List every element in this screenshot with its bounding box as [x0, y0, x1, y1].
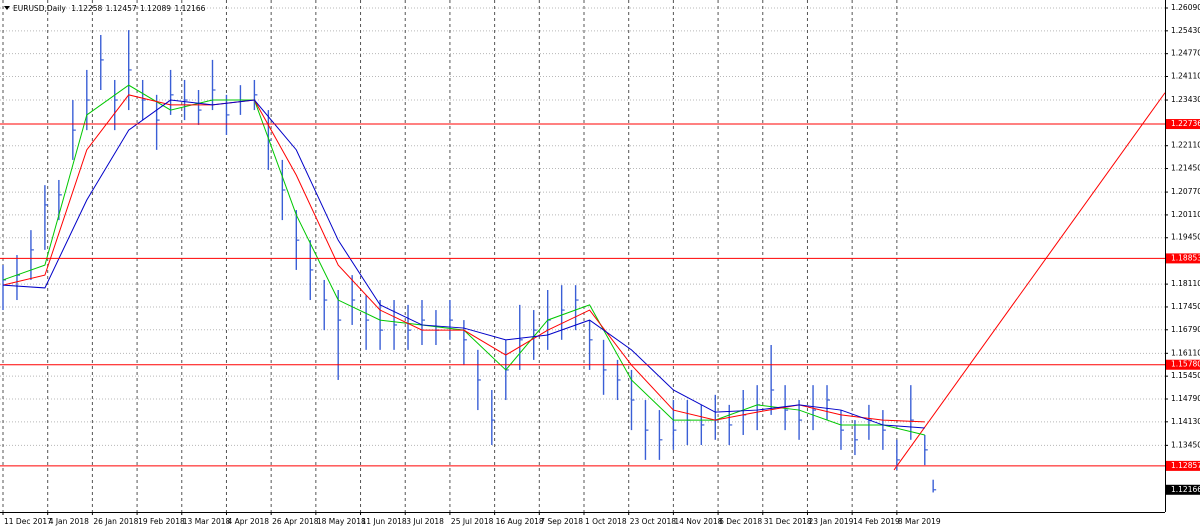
y-tick-label: 1.20110: [1171, 210, 1200, 219]
y-tick-label: 1.15450: [1171, 371, 1200, 380]
level-price-box: [1166, 253, 1200, 264]
current-price-label: 1.12166: [1171, 485, 1200, 494]
level-price-box: [1166, 119, 1200, 130]
level-price-box: [1166, 460, 1200, 471]
y-tick-label: 1.18110: [1171, 279, 1200, 288]
x-tick-label: 4 Apr 2018: [227, 517, 269, 526]
current-price-box: [1166, 484, 1200, 495]
x-tick-label: 8 Mar 2019: [898, 517, 941, 526]
x-tick-label: 11 Dec 2017: [4, 517, 52, 526]
y-tick-label: 1.17450: [1171, 302, 1200, 311]
x-tick-label: 6 Dec 2018: [719, 517, 762, 526]
x-tick-label: 14 Nov 2018: [674, 517, 722, 526]
y-tick-label: 1.21450: [1171, 164, 1200, 173]
level-price-label: 1.15780: [1171, 360, 1200, 369]
grid: [0, 0, 1165, 512]
y-tick-label: 1.24770: [1171, 49, 1200, 58]
level-price-label: 1.12857: [1171, 461, 1200, 470]
x-tick-label: 13 Mar 2018: [183, 517, 231, 526]
x-tick-label: 19 Feb 2018: [138, 517, 185, 526]
x-tick-label: 1 Oct 2018: [585, 517, 627, 526]
level-price-label: 1.18853: [1171, 253, 1200, 262]
y-tick-label: 1.24110: [1171, 72, 1200, 81]
y-tick-label: 1.14790: [1171, 394, 1200, 403]
moving-average: [2, 94, 925, 423]
moving-average: [2, 99, 925, 429]
y-tick-label: 1.23430: [1171, 95, 1200, 104]
y-tick-label: 1.16790: [1171, 325, 1200, 334]
x-tick-label: 25 Jul 2018: [451, 517, 494, 526]
open: 1.12258: [71, 4, 102, 13]
x-tick-label: 18 May 2018: [317, 517, 366, 526]
x-tick-label: 7 Sep 2018: [540, 517, 583, 526]
header: EURUSD,Daily 1.12258 1.12457 1.12089 1.1…: [13, 4, 206, 13]
x-tick-label: 16 Aug 2018: [496, 517, 544, 526]
y-tick-label: 1.19450: [1171, 233, 1200, 242]
x-tick-label: 11 Jun 2018: [362, 517, 407, 526]
y-tick-label: 1.25430: [1171, 26, 1200, 35]
y-tick-label: 1.26090: [1171, 3, 1200, 12]
y-tick-label: 1.20770: [1171, 187, 1200, 196]
x-tick-label: 4 Jan 2018: [49, 517, 89, 526]
x-tick-label: 23 Jan 2019: [808, 517, 853, 526]
x-tick-label: 31 Dec 2018: [764, 517, 812, 526]
x-tick-label: 23 Oct 2018: [630, 517, 677, 526]
x-tick-label: 26 Apr 2018: [272, 517, 319, 526]
marks: [2, 30, 1166, 493]
close: 1.12166: [174, 4, 205, 13]
trendline: [893, 92, 1166, 471]
y-tick-label: 1.16110: [1171, 348, 1200, 357]
level-price-label: 1.22736: [1171, 119, 1200, 128]
low: 1.12089: [140, 4, 171, 13]
x-tick-label: 14 Feb 2019: [853, 517, 900, 526]
high: 1.12457: [106, 4, 137, 13]
symbol: EURUSD,Daily: [13, 4, 66, 13]
x-tick-label: 3 Jul 2018: [406, 517, 444, 526]
symbol-menu-icon[interactable]: [4, 6, 10, 10]
y-tick-label: 1.14130: [1171, 417, 1200, 426]
x-tick-label: 26 Jan 2018: [93, 517, 138, 526]
y-tick-label: 1.22110: [1171, 141, 1200, 150]
y-tick-label: 1.13450: [1171, 440, 1200, 449]
level-price-box: [1166, 359, 1200, 370]
